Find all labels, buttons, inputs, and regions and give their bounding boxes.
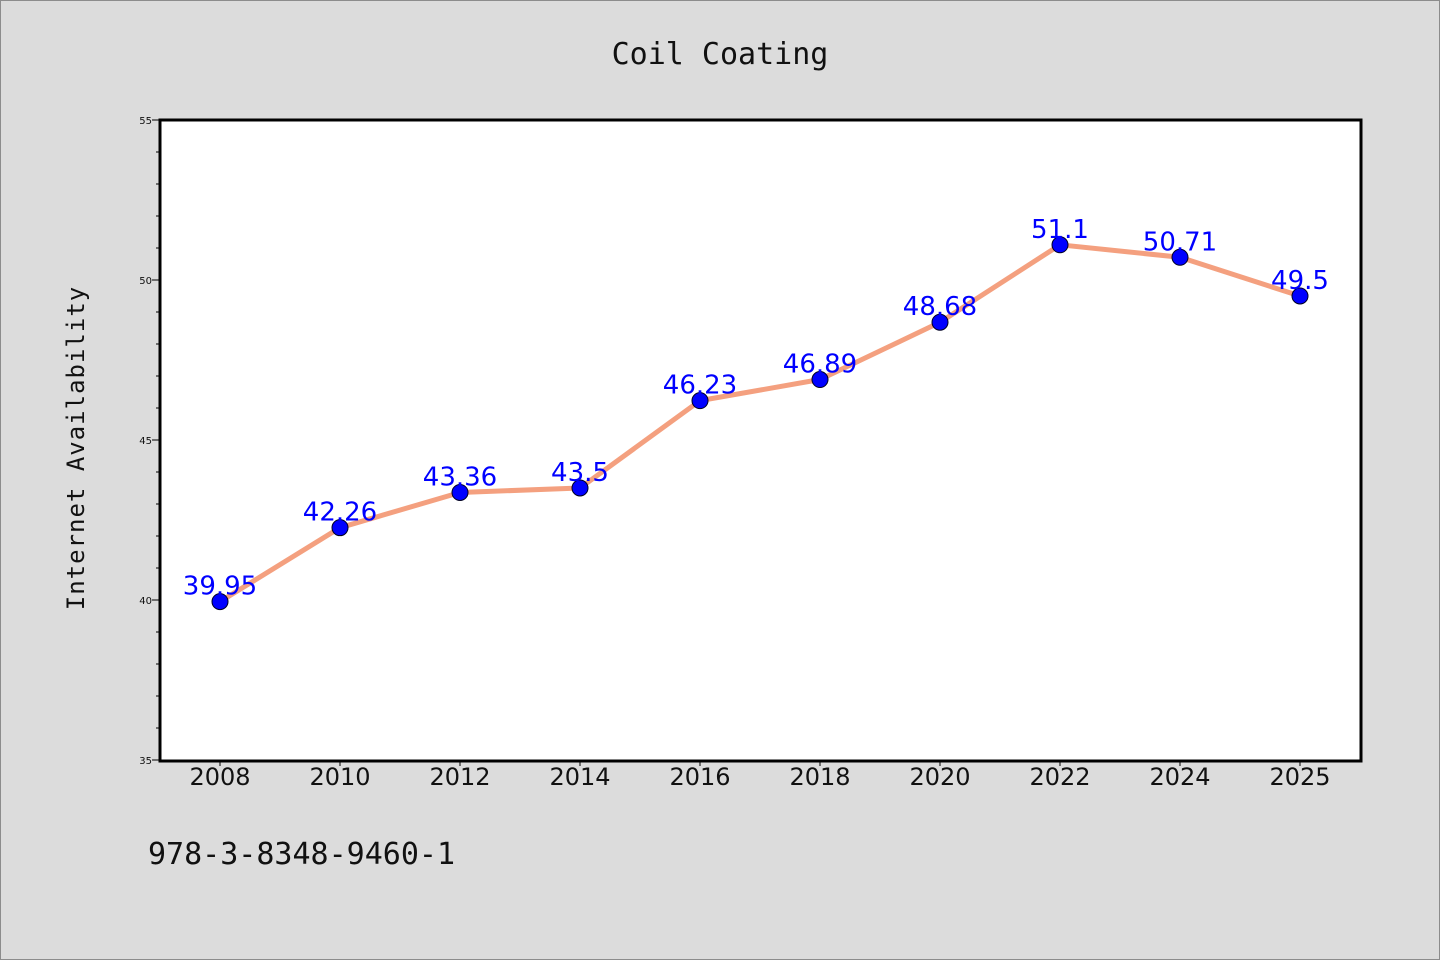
y-axis: 35 40 45 50 55 bbox=[139, 116, 160, 767]
data-point bbox=[811, 371, 829, 389]
data-label: 51.1 bbox=[1031, 215, 1089, 245]
data-point bbox=[691, 392, 709, 410]
data-label: 48.68 bbox=[903, 292, 977, 322]
x-tick-label: 2016 bbox=[669, 763, 730, 791]
x-tick-label: 2018 bbox=[789, 763, 850, 791]
data-point bbox=[931, 313, 949, 331]
series-line bbox=[217, 242, 1303, 605]
data-label: 43.36 bbox=[423, 462, 497, 492]
x-tick-label: 2008 bbox=[189, 763, 250, 791]
chart-title: Coil Coating bbox=[612, 37, 829, 72]
plot-area bbox=[158, 118, 1363, 763]
y-tick-label: 40 bbox=[139, 596, 152, 607]
data-point bbox=[1051, 236, 1069, 254]
data-label: 42.26 bbox=[303, 498, 377, 528]
y-tick-label: 50 bbox=[139, 276, 152, 287]
data-label: 49.5 bbox=[1271, 266, 1329, 296]
data-label: 50.71 bbox=[1143, 227, 1217, 257]
data-labels-layer: 39.95 42.26 43.36 43.5 46.23 46.89 48.68 51.1 50… bbox=[183, 215, 1329, 602]
y-tick-label: 35 bbox=[139, 756, 152, 767]
data-point bbox=[211, 593, 229, 611]
y-axis-label: Internet Availability bbox=[62, 286, 90, 610]
data-point bbox=[1171, 248, 1189, 266]
x-tick-label: 2025 bbox=[1269, 763, 1330, 791]
isbn-text: 978-3-8348-9460-1 bbox=[148, 837, 455, 872]
data-label: 46.89 bbox=[783, 350, 857, 380]
data-point bbox=[571, 479, 589, 497]
data-label: 43.5 bbox=[551, 458, 609, 488]
x-tick-label: 2014 bbox=[549, 763, 610, 791]
x-tick-label: 2022 bbox=[1029, 763, 1090, 791]
x-axis: 2008 2010 2012 2014 2016 2018 2020 2022 2024 2025 bbox=[189, 760, 1331, 791]
data-label: 46.23 bbox=[663, 371, 737, 401]
x-tick-label: 2020 bbox=[909, 763, 970, 791]
data-point bbox=[331, 519, 349, 537]
x-tick-label: 2010 bbox=[309, 763, 370, 791]
x-tick-label: 2012 bbox=[429, 763, 490, 791]
y-tick-label: 55 bbox=[139, 116, 152, 127]
data-point bbox=[1291, 287, 1309, 305]
points-layer bbox=[211, 236, 1309, 611]
data-point bbox=[451, 483, 469, 501]
data-label: 39.95 bbox=[183, 572, 257, 602]
y-tick-label: 45 bbox=[139, 436, 152, 447]
series-layer bbox=[217, 242, 1303, 605]
x-tick-label: 2024 bbox=[1149, 763, 1210, 791]
